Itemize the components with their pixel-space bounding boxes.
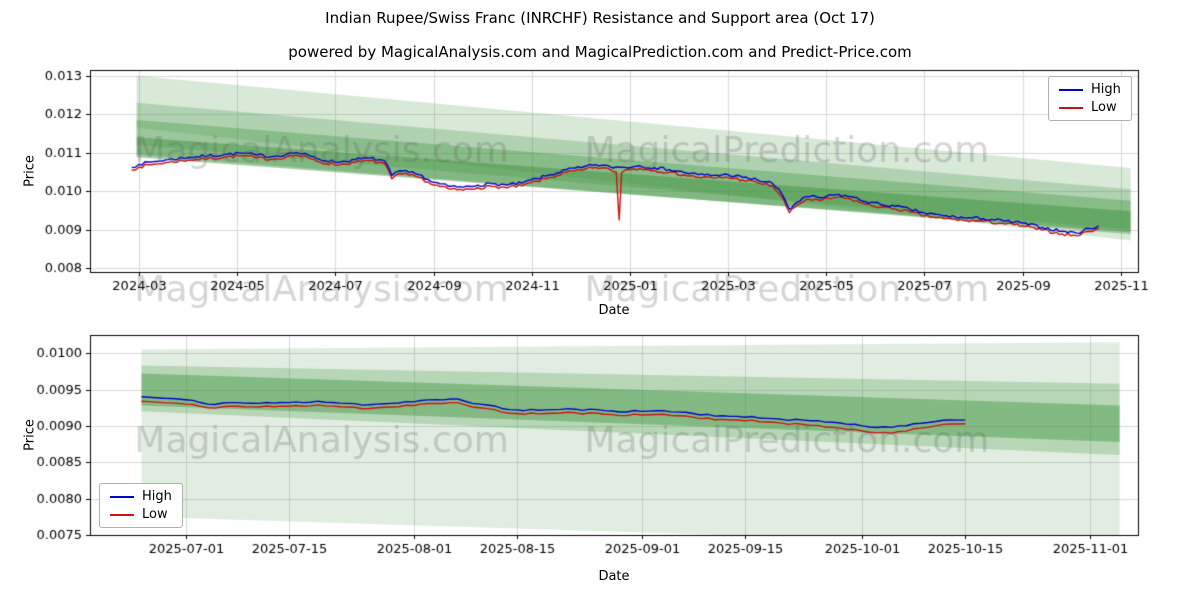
legend-label-low: Low xyxy=(142,507,168,522)
figure-subtitle: powered by MagicalAnalysis.com and Magic… xyxy=(288,43,912,61)
bottom-price-chart-canvas xyxy=(0,325,1200,600)
top-chart-x-axis-label: Date xyxy=(598,303,630,318)
legend-entry-low: Low xyxy=(110,508,172,521)
top-chart-y-axis-label: Price xyxy=(22,155,38,187)
top-chart-legend: High Low xyxy=(1048,76,1132,121)
bottom-chart-y-axis-label: Price xyxy=(22,419,38,451)
legend-label-low: Low xyxy=(1091,100,1117,115)
legend-label-high: High xyxy=(142,489,172,504)
top-price-chart-canvas xyxy=(0,60,1200,325)
legend-label-high: High xyxy=(1091,82,1121,97)
bottom-chart-legend: High Low xyxy=(99,483,183,528)
legend-entry-high: High xyxy=(110,490,172,503)
legend-entry-high: High xyxy=(1059,83,1121,96)
high-line-sample-icon xyxy=(1059,88,1083,91)
figure-title: Indian Rupee/Swiss Franc (INRCHF) Resist… xyxy=(325,9,875,27)
legend-entry-low: Low xyxy=(1059,101,1121,114)
bottom-chart-x-axis-label: Date xyxy=(598,569,630,584)
low-line-sample-icon xyxy=(1059,106,1083,109)
low-line-sample-icon xyxy=(110,513,134,516)
high-line-sample-icon xyxy=(110,495,134,498)
